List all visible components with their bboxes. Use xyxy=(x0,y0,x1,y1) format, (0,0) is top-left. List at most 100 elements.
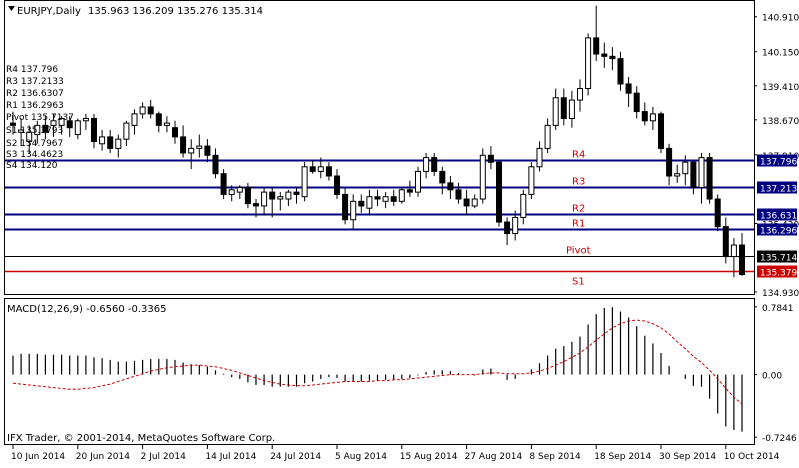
candle-body xyxy=(180,136,187,154)
price-tag-r2: 136.631 xyxy=(760,212,797,222)
candle-body xyxy=(220,173,227,195)
date-tick-label: 8 Sep 2014 xyxy=(529,452,581,462)
candle-body xyxy=(495,161,503,223)
candle-body xyxy=(666,147,673,177)
candle-body xyxy=(107,136,114,149)
candle-body xyxy=(228,189,235,195)
price-tag-s1: 135.379 xyxy=(760,269,797,279)
price-tag-box-r2 xyxy=(757,208,797,221)
candlestick-series xyxy=(9,5,746,278)
readout-overlap: S4 134.120 xyxy=(6,161,58,171)
candle-body xyxy=(123,122,130,140)
candle-body xyxy=(261,191,268,207)
candle-body xyxy=(277,196,284,200)
candle-body xyxy=(698,157,705,189)
candle-body xyxy=(657,113,665,149)
candle-body xyxy=(244,187,251,205)
candle-body xyxy=(552,97,559,126)
candle-body xyxy=(585,37,592,90)
candle-body xyxy=(617,58,624,85)
candle-body xyxy=(690,161,697,189)
candle-body xyxy=(423,157,430,172)
candle-body xyxy=(139,106,146,115)
candle-body xyxy=(439,170,446,184)
candle-body xyxy=(269,191,276,200)
candle-body xyxy=(325,166,332,177)
candle-body xyxy=(293,191,300,195)
macd-title: MACD(12,26,9) -0.6560 -0.3365 xyxy=(7,304,167,315)
candle-body xyxy=(593,37,600,55)
candle-body xyxy=(576,88,584,101)
price-tick-label: 138.670 xyxy=(762,117,799,127)
level-label-s1: S1 xyxy=(572,277,585,288)
chart-header-symbol: EURJPY,Daily xyxy=(17,6,81,17)
price-tag-box-s1 xyxy=(757,265,797,278)
candle-body xyxy=(414,170,422,193)
candle-body xyxy=(738,244,746,276)
candle-body xyxy=(730,244,737,258)
candle-body xyxy=(609,55,616,60)
candle-body xyxy=(520,193,527,218)
level-label-pivot: Pivot xyxy=(566,246,591,257)
price-tag-pivot: 135.714 xyxy=(760,254,797,264)
readout-s1: S1 135.3793 xyxy=(6,126,63,136)
pivot-level-labels: R4 R3 R2 R1 Pivot S1 xyxy=(566,150,591,288)
readout-pivot: Pivot 135.7137 xyxy=(6,113,74,123)
candle-body xyxy=(625,83,632,94)
date-tick-label: 14 Jul 2014 xyxy=(205,452,256,462)
macd-signal-line xyxy=(12,319,743,405)
candle-body xyxy=(350,200,357,221)
candle-body xyxy=(568,99,575,119)
candle-body xyxy=(34,124,41,136)
candle-body xyxy=(236,187,243,193)
macd-axis: 0.7841 0.00 -0.7246 xyxy=(754,304,797,444)
candle-body xyxy=(301,166,308,198)
date-tick-label: 18 Sep 2014 xyxy=(594,452,651,462)
price-panel[interactable] xyxy=(4,0,755,295)
candle-body xyxy=(358,200,365,207)
candle-body xyxy=(601,53,608,57)
candle-body xyxy=(147,106,154,115)
level-label-r2: R2 xyxy=(572,204,585,215)
candle-body xyxy=(90,117,98,142)
candle-body xyxy=(706,157,713,200)
readout-overlap: S3 134.4623 xyxy=(6,150,63,160)
candle-body xyxy=(366,196,373,209)
date-tick-label: 10 Oct 2014 xyxy=(724,452,780,462)
candle-body xyxy=(455,189,462,200)
macd-tick-label: 0.7841 xyxy=(762,304,794,314)
price-tag-box-r1 xyxy=(757,223,797,236)
price-tick-label: 134.930 xyxy=(762,289,799,299)
candle-body xyxy=(512,216,519,235)
date-tick-label: 2 Jul 2014 xyxy=(141,452,186,462)
candle-body xyxy=(714,198,721,228)
readout-r4: R4 137.796 xyxy=(6,65,58,75)
candle-body xyxy=(722,226,729,258)
candle-body xyxy=(115,138,122,149)
candle-body xyxy=(99,136,106,145)
candle-body xyxy=(58,117,65,126)
candle-body xyxy=(463,198,470,207)
candle-body xyxy=(155,113,162,126)
candle-body xyxy=(18,129,25,133)
price-tag-r1: 136.296 xyxy=(760,227,797,237)
price-tick-label: 140.910 xyxy=(762,14,799,24)
candle-body xyxy=(26,131,33,142)
macd-panel[interactable] xyxy=(4,298,755,445)
candle-body xyxy=(171,127,179,138)
pivot-lines xyxy=(5,159,754,273)
candle-body xyxy=(382,196,389,202)
candle-body xyxy=(50,120,57,126)
candle-body xyxy=(309,166,316,172)
macd-tick-label: -0.7246 xyxy=(762,434,797,444)
date-tick-label: 10 Jun 2014 xyxy=(11,452,65,462)
chart-menu-triangle-icon[interactable] xyxy=(8,6,15,11)
level-label-r1: R1 xyxy=(572,219,585,230)
date-tick-label: 5 Aug 2014 xyxy=(335,452,387,462)
price-tag-r3: 137.213 xyxy=(760,185,797,195)
date-tick-label: 30 Sep 2014 xyxy=(659,452,716,462)
price-tag-box-r3 xyxy=(757,181,797,194)
candle-body xyxy=(212,154,219,175)
candle-body xyxy=(188,147,195,154)
